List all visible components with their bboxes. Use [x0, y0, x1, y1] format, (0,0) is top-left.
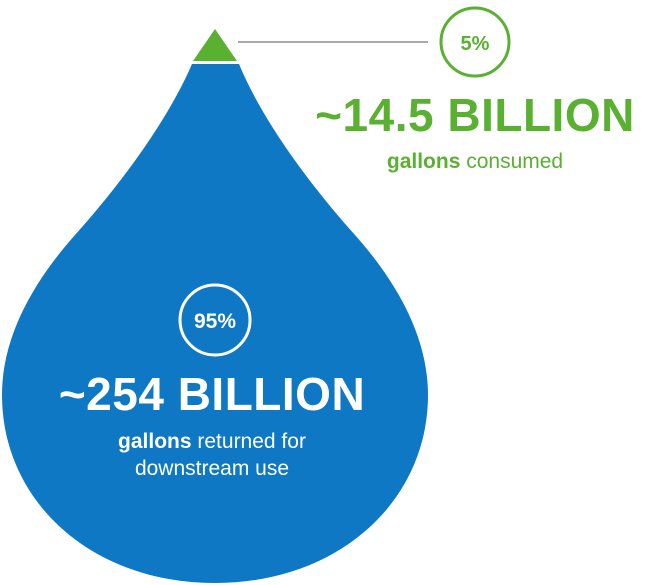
- consumed-unit: gallons: [386, 150, 461, 173]
- returned-caption: gallons returned for downstream use: [62, 429, 362, 483]
- consumed-description: consumed: [460, 150, 564, 173]
- consumed-caption: gallons consumed: [300, 149, 650, 174]
- consumed-percent-badge: [439, 6, 511, 78]
- returned-description: returned for downstream use: [134, 430, 306, 480]
- consumed-amount: ~14.5 BILLION: [315, 89, 635, 141]
- consumed-percent-label: 5%: [461, 33, 490, 55]
- returned-amount: ~254 BILLION: [58, 368, 366, 420]
- returned-percent-badge: [178, 283, 252, 357]
- water-drop-shape: [2, 64, 428, 583]
- returned-percent-label: 95%: [194, 310, 236, 333]
- returned-unit: gallons: [118, 430, 192, 453]
- consumed-triangle: [193, 29, 237, 61]
